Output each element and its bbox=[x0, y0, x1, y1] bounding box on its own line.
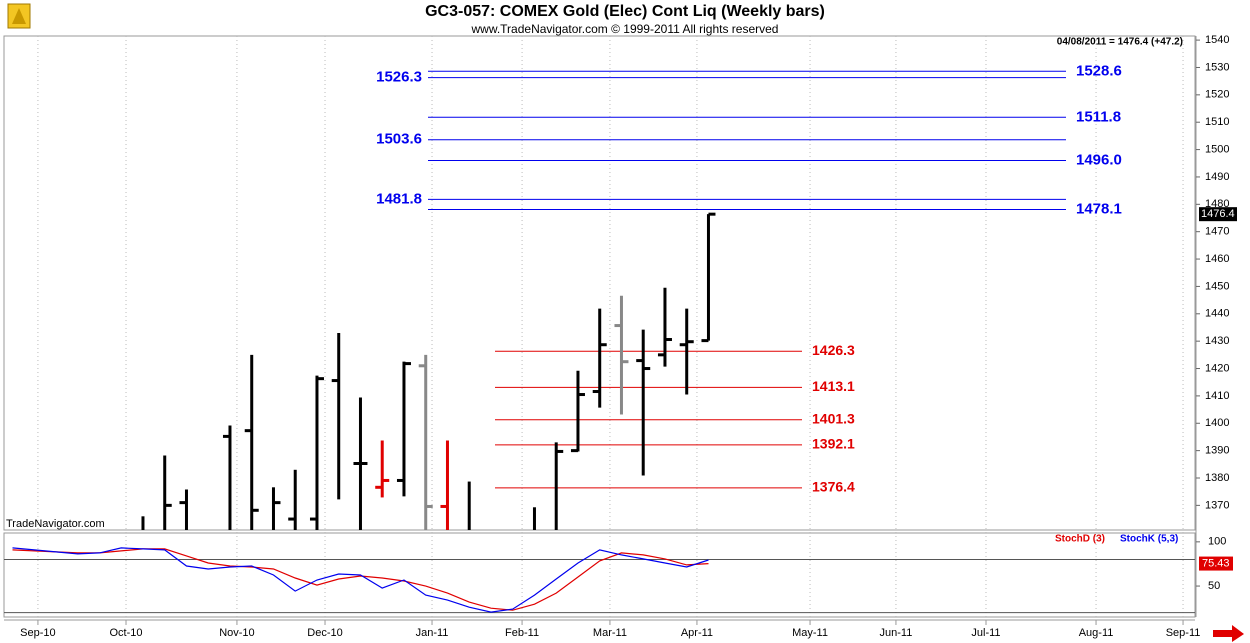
y-tick-label: 1500 bbox=[1205, 143, 1229, 155]
resistance-label: 1478.1 bbox=[1076, 200, 1122, 217]
y-tick-label: 1410 bbox=[1205, 390, 1229, 402]
y-tick-label: 50 bbox=[1208, 580, 1220, 592]
x-tick-label: Jul-11 bbox=[971, 627, 1000, 639]
stoch-panel bbox=[3, 532, 1196, 618]
price-bars bbox=[141, 212, 716, 530]
y-tick-label: 1530 bbox=[1205, 61, 1229, 73]
y-tick-label: 1430 bbox=[1205, 335, 1229, 347]
watermark: TradeNavigator.com bbox=[6, 518, 105, 530]
last-value-label: 75.43 bbox=[1202, 557, 1230, 569]
scroll-arrow[interactable] bbox=[1213, 625, 1244, 642]
last-price-label: 1476.4 bbox=[1201, 208, 1235, 220]
resistance-label: 1511.8 bbox=[1076, 108, 1121, 125]
support-label: 1426.3 bbox=[812, 342, 855, 358]
y-tick-label: 1520 bbox=[1205, 89, 1229, 101]
y-tick-label: 1510 bbox=[1205, 116, 1229, 128]
y-tick-label: 1390 bbox=[1205, 445, 1229, 457]
y-tick-label: 1470 bbox=[1205, 226, 1229, 238]
stoch-line bbox=[12, 548, 709, 611]
x-tick-label: Oct-10 bbox=[110, 627, 143, 639]
y-tick-label: 1370 bbox=[1205, 499, 1229, 511]
y-tick-label: 1460 bbox=[1205, 253, 1229, 265]
y-tick-label: 100 bbox=[1208, 536, 1226, 548]
x-tick-label: Sep-10 bbox=[20, 627, 55, 639]
y-tick-label: 1440 bbox=[1205, 308, 1229, 320]
support-label: 1401.3 bbox=[812, 410, 855, 426]
last-price-box bbox=[1199, 207, 1237, 222]
resistance-label: 1496.0 bbox=[1076, 151, 1122, 168]
x-tick-label: Jun-11 bbox=[880, 627, 913, 639]
stoch-line bbox=[12, 547, 709, 613]
y-tick-label: 1400 bbox=[1205, 417, 1229, 429]
x-tick-label: Apr-11 bbox=[681, 627, 713, 639]
x-tick-label: Mar-11 bbox=[593, 627, 627, 639]
x-tick-label: Nov-10 bbox=[219, 627, 254, 639]
resistance-label: 1528.6 bbox=[1076, 62, 1122, 79]
support-label: 1376.4 bbox=[812, 479, 855, 495]
chart-subtitle: www.TradeNavigator.com © 1999-2011 All r… bbox=[471, 22, 779, 36]
resistance-label: 1503.6 bbox=[376, 131, 422, 148]
x-tick-label: Jan-11 bbox=[416, 627, 449, 639]
y-tick-label: 1420 bbox=[1205, 362, 1229, 374]
chart-title: GC3-057: COMEX Gold (Elec) Cont Liq (Wee… bbox=[425, 3, 825, 20]
resistance-label: 1481.8 bbox=[376, 190, 422, 207]
x-tick-label: Dec-10 bbox=[307, 627, 342, 639]
support-label: 1413.1 bbox=[812, 378, 855, 394]
legend-label: StochD (3) bbox=[1055, 534, 1105, 545]
last-price-annotation: 04/08/2011 = 1476.4 (+47.2) bbox=[1057, 37, 1183, 48]
y-tick-label: 1380 bbox=[1205, 472, 1229, 484]
x-tick-label: Aug-11 bbox=[1079, 627, 1114, 639]
last-value-box bbox=[1199, 556, 1233, 571]
x-tick-label: May-11 bbox=[792, 627, 828, 639]
y-tick-label: 1540 bbox=[1205, 34, 1229, 46]
support-label: 1392.1 bbox=[812, 436, 855, 452]
price-panel bbox=[3, 35, 1196, 531]
x-tick-label: Sep-11 bbox=[1166, 627, 1201, 639]
legend-label: StochK (5,3) bbox=[1120, 534, 1178, 545]
resistance-label: 1526.3 bbox=[376, 69, 422, 86]
x-tick-label: Feb-11 bbox=[505, 627, 539, 639]
logo bbox=[7, 3, 31, 29]
y-tick-label: 1490 bbox=[1205, 171, 1229, 183]
y-tick-label: 1450 bbox=[1205, 280, 1229, 292]
